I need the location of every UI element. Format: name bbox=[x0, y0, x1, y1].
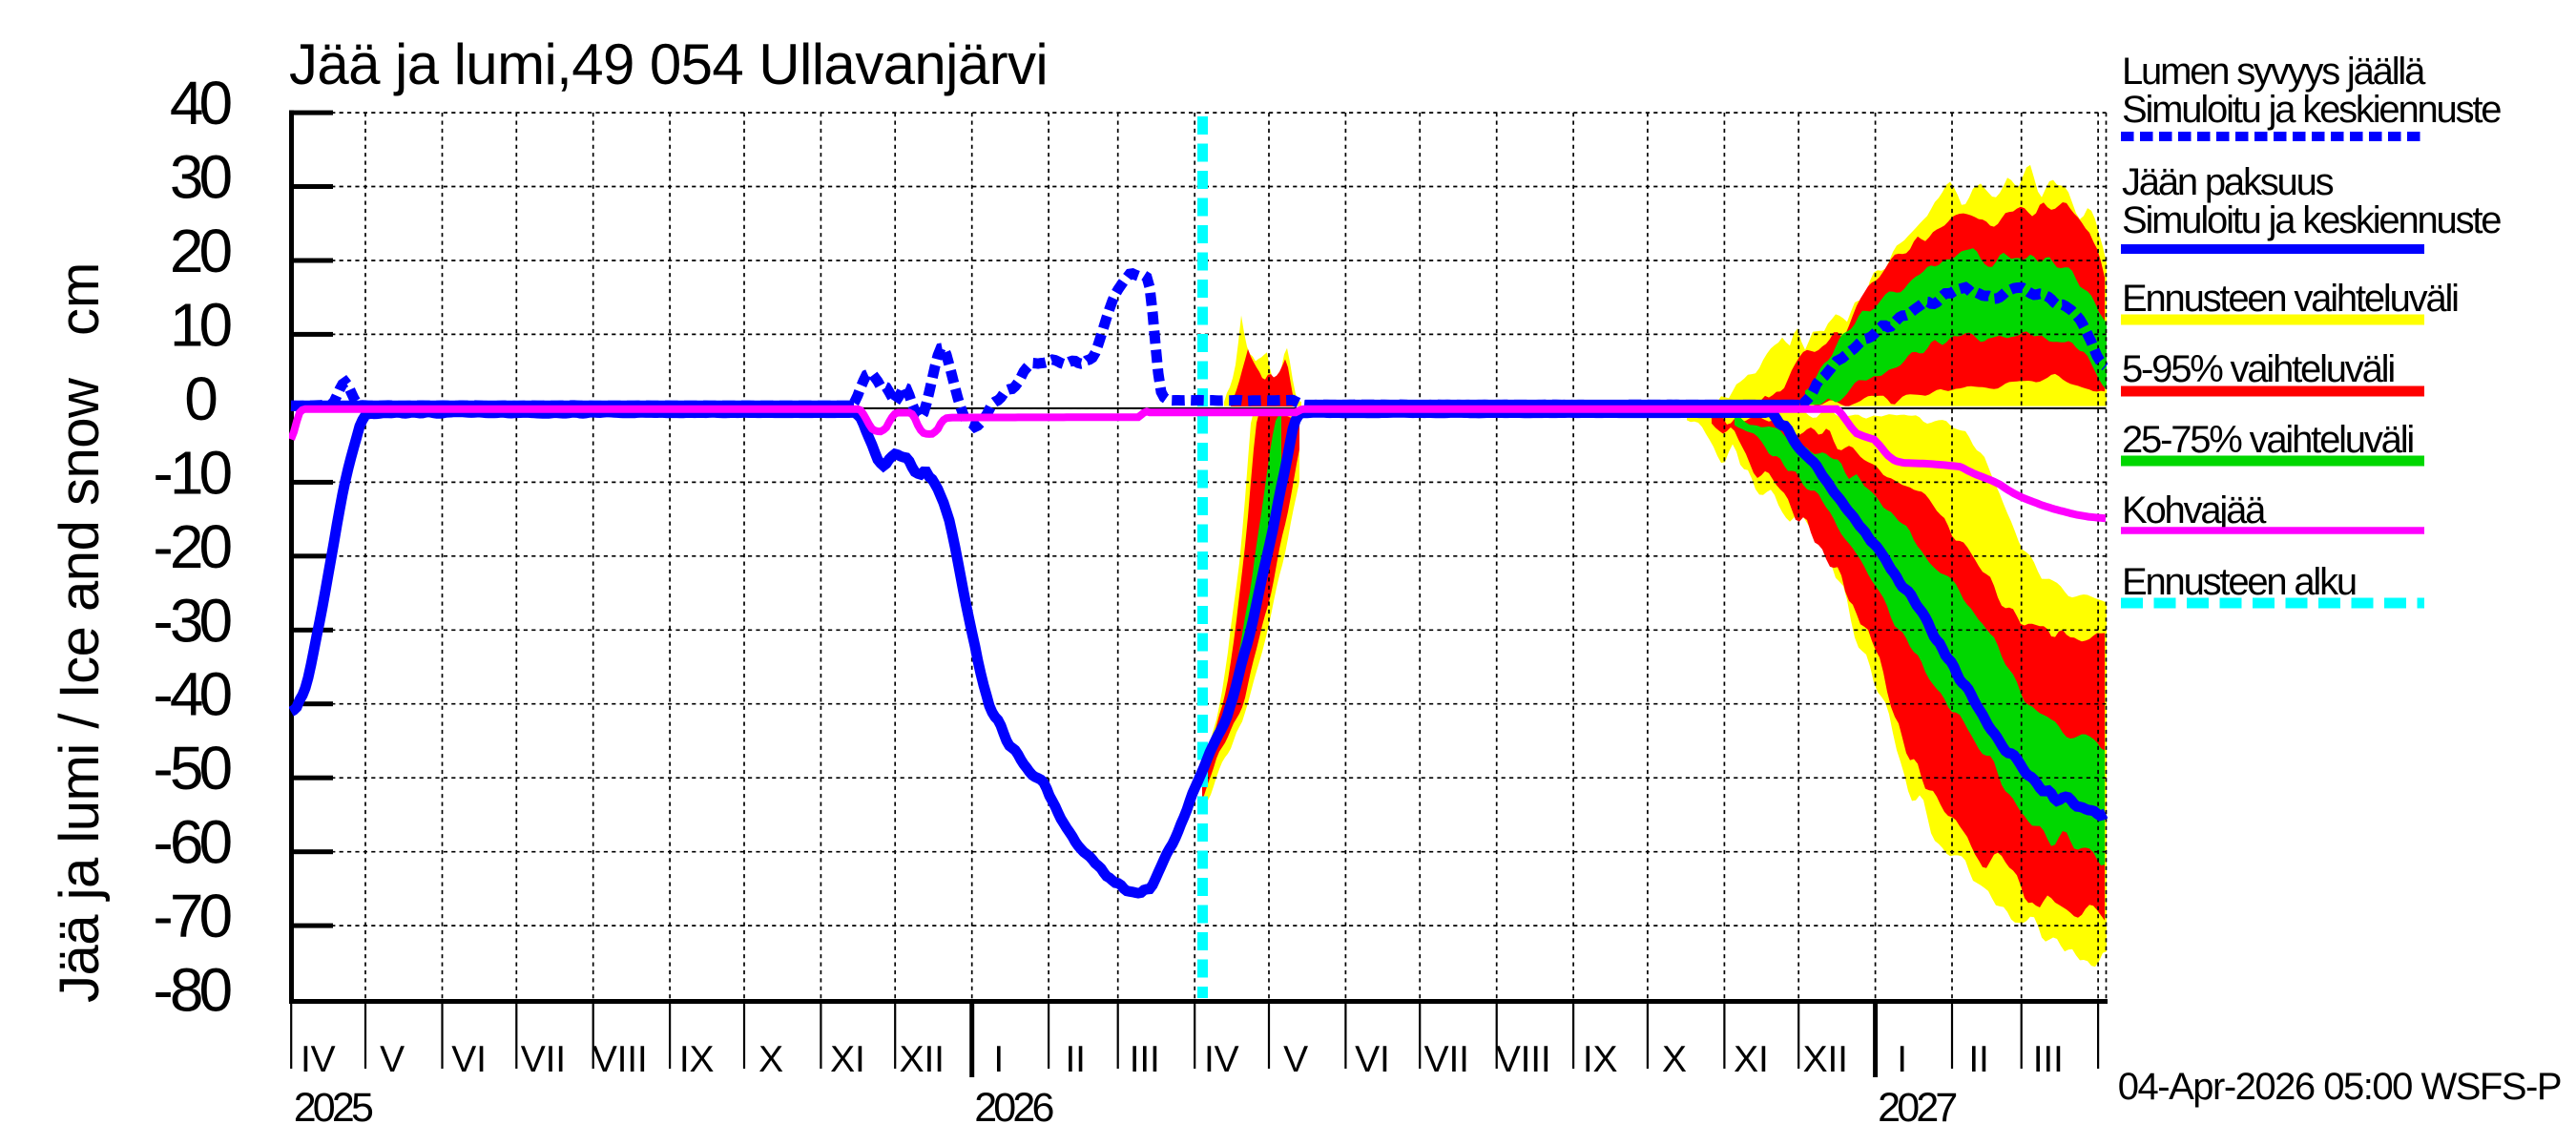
svg-text:XI: XI bbox=[1734, 1039, 1768, 1080]
svg-text:50: 50 bbox=[170, 734, 232, 802]
svg-text:2027: 2027 bbox=[1878, 1085, 1956, 1131]
svg-text:Simuloitu ja keskiennuste: Simuloitu ja keskiennuste bbox=[2122, 199, 2501, 241]
svg-text:II: II bbox=[1065, 1039, 1085, 1080]
svg-text:IX: IX bbox=[1583, 1039, 1618, 1080]
svg-text:30: 30 bbox=[170, 586, 232, 655]
svg-text:cm: cm bbox=[49, 262, 111, 336]
svg-text:-: - bbox=[153, 438, 173, 507]
svg-text:5-95% vaihteluväli: 5-95% vaihteluväli bbox=[2122, 348, 2394, 390]
svg-text:40: 40 bbox=[170, 69, 232, 137]
svg-text:-: - bbox=[153, 882, 173, 950]
svg-text:2026: 2026 bbox=[974, 1085, 1053, 1131]
svg-text:XII: XII bbox=[1803, 1039, 1848, 1080]
svg-text:X: X bbox=[1662, 1039, 1687, 1080]
svg-text:04-Apr-2026 05:00 WSFS-P: 04-Apr-2026 05:00 WSFS-P bbox=[2118, 1066, 2561, 1108]
svg-text:V: V bbox=[1283, 1039, 1308, 1080]
svg-text:Lumen syvyys jäällä: Lumen syvyys jäällä bbox=[2122, 51, 2426, 93]
svg-text:XI: XI bbox=[830, 1039, 864, 1080]
svg-text:-: - bbox=[153, 586, 173, 655]
svg-text:-: - bbox=[153, 512, 173, 581]
svg-text:Simuloitu ja keskiennuste: Simuloitu ja keskiennuste bbox=[2122, 89, 2501, 131]
svg-text:Jään paksuus: Jään paksuus bbox=[2122, 161, 2334, 203]
svg-text:30: 30 bbox=[170, 143, 232, 212]
svg-text:VII: VII bbox=[1424, 1039, 1469, 1080]
svg-text:I: I bbox=[1897, 1039, 1907, 1080]
svg-text:-: - bbox=[153, 734, 173, 802]
svg-text:0: 0 bbox=[184, 364, 217, 433]
svg-text:VIII: VIII bbox=[592, 1039, 648, 1080]
svg-text:IX: IX bbox=[679, 1039, 715, 1080]
svg-text:IV: IV bbox=[1204, 1039, 1239, 1080]
svg-text:20: 20 bbox=[170, 512, 232, 581]
svg-text:IV: IV bbox=[301, 1039, 336, 1080]
svg-text:Ennusteen vaihteluväli: Ennusteen vaihteluväli bbox=[2122, 278, 2458, 320]
svg-text:2025: 2025 bbox=[294, 1085, 373, 1131]
svg-text:III: III bbox=[1130, 1039, 1160, 1080]
svg-text:II: II bbox=[1968, 1039, 1988, 1080]
svg-text:-: - bbox=[153, 660, 173, 729]
svg-text:VII: VII bbox=[521, 1039, 566, 1080]
svg-text:XII: XII bbox=[900, 1039, 945, 1080]
svg-text:VI: VI bbox=[451, 1039, 486, 1080]
svg-text:Kohvajää: Kohvajää bbox=[2122, 489, 2267, 531]
svg-text:Ennusteen alku: Ennusteen alku bbox=[2122, 561, 2356, 603]
svg-text:25-75% vaihteluväli: 25-75% vaihteluväli bbox=[2122, 419, 2413, 461]
svg-text:I: I bbox=[993, 1039, 1004, 1080]
svg-text:V: V bbox=[380, 1039, 405, 1080]
svg-text:VI: VI bbox=[1355, 1039, 1389, 1080]
svg-text:VIII: VIII bbox=[1496, 1039, 1551, 1080]
svg-text:40: 40 bbox=[170, 660, 232, 729]
svg-text:80: 80 bbox=[170, 956, 232, 1025]
svg-text:Jää ja lumi / Ice and snow: Jää ja lumi / Ice and snow bbox=[49, 377, 111, 1003]
svg-text:70: 70 bbox=[170, 882, 232, 950]
svg-text:-: - bbox=[153, 956, 173, 1025]
svg-text:III: III bbox=[2033, 1039, 2064, 1080]
svg-text:20: 20 bbox=[170, 217, 232, 285]
svg-text:Jää ja lumi,49 054 Ullavanjärv: Jää ja lumi,49 054 Ullavanjärvi bbox=[289, 32, 1048, 96]
svg-text:-: - bbox=[153, 808, 173, 877]
svg-text:10: 10 bbox=[170, 290, 232, 359]
svg-text:X: X bbox=[758, 1039, 783, 1080]
svg-text:60: 60 bbox=[170, 808, 232, 877]
svg-text:10: 10 bbox=[170, 438, 232, 507]
